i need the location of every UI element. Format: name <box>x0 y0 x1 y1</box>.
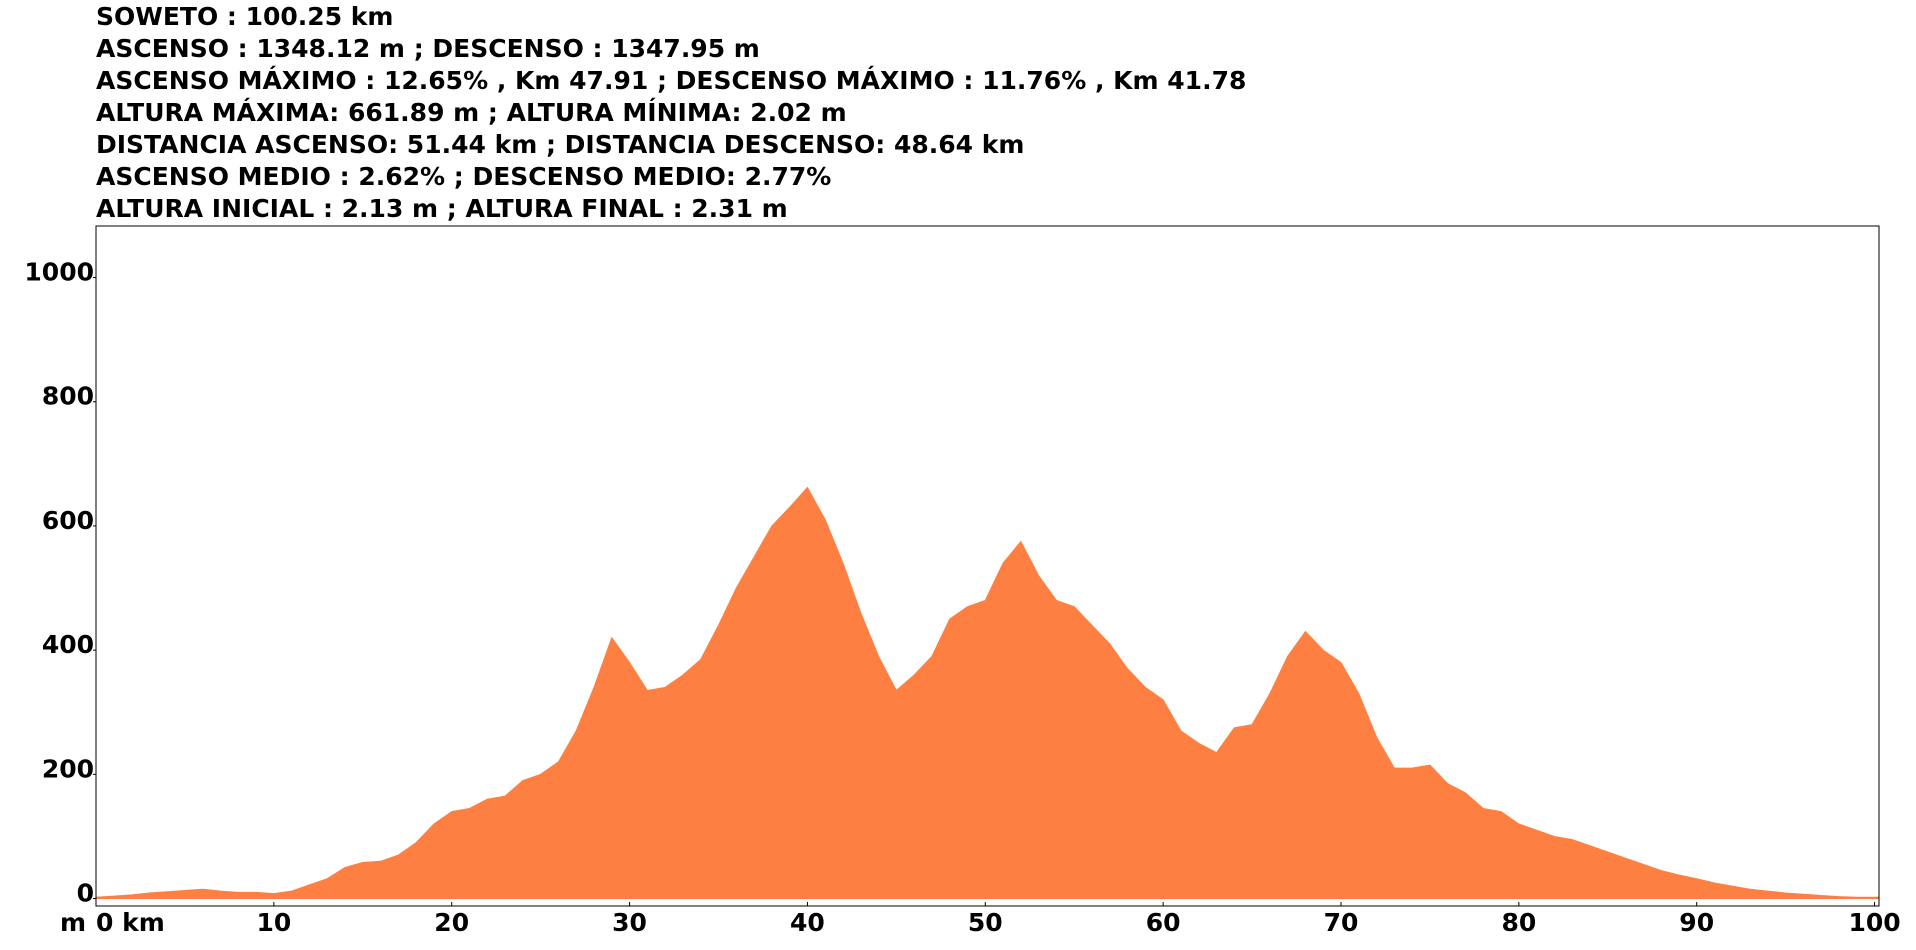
x-tick-label: 20 <box>434 908 469 937</box>
y-tick-label: 600 <box>42 506 94 535</box>
y-tick-label: 200 <box>42 754 94 783</box>
y-tick-label: 0 <box>77 879 94 908</box>
x-tick-label: 100 <box>1848 908 1900 937</box>
y-axis-label: m <box>60 908 86 937</box>
x-tick-label: 70 <box>1324 908 1359 937</box>
y-tick-label: 1000 <box>24 258 94 287</box>
info-line: ASCENSO MÁXIMO : 12.65% , Km 47.91 ; DES… <box>96 66 1246 95</box>
y-tick-label: 800 <box>42 382 94 411</box>
x-tick-label: 40 <box>790 908 825 937</box>
elevation-area <box>95 486 1880 900</box>
x-tick-label: 30 <box>612 908 647 937</box>
info-line: ALTURA INICIAL : 2.13 m ; ALTURA FINAL :… <box>96 194 788 223</box>
info-line: ASCENSO MEDIO : 2.62% ; DESCENSO MEDIO: … <box>96 162 831 191</box>
info-line: DISTANCIA ASCENSO: 51.44 km ; DISTANCIA … <box>96 130 1024 159</box>
x-tick-label: 80 <box>1501 908 1536 937</box>
y-tick-label: 400 <box>42 630 94 659</box>
plot-frame <box>95 225 1880 907</box>
x-tick-label: 10 <box>256 908 291 937</box>
info-line: ASCENSO : 1348.12 m ; DESCENSO : 1347.95… <box>96 34 760 63</box>
x-tick-label: 0 km <box>96 908 165 937</box>
info-line: ALTURA MÁXIMA: 661.89 m ; ALTURA MÍNIMA:… <box>96 98 847 127</box>
chart-title: SOWETO : 100.25 km <box>96 2 393 31</box>
x-tick-label: 50 <box>968 908 1003 937</box>
x-tick-label: 60 <box>1146 908 1181 937</box>
x-tick-label: 90 <box>1679 908 1714 937</box>
